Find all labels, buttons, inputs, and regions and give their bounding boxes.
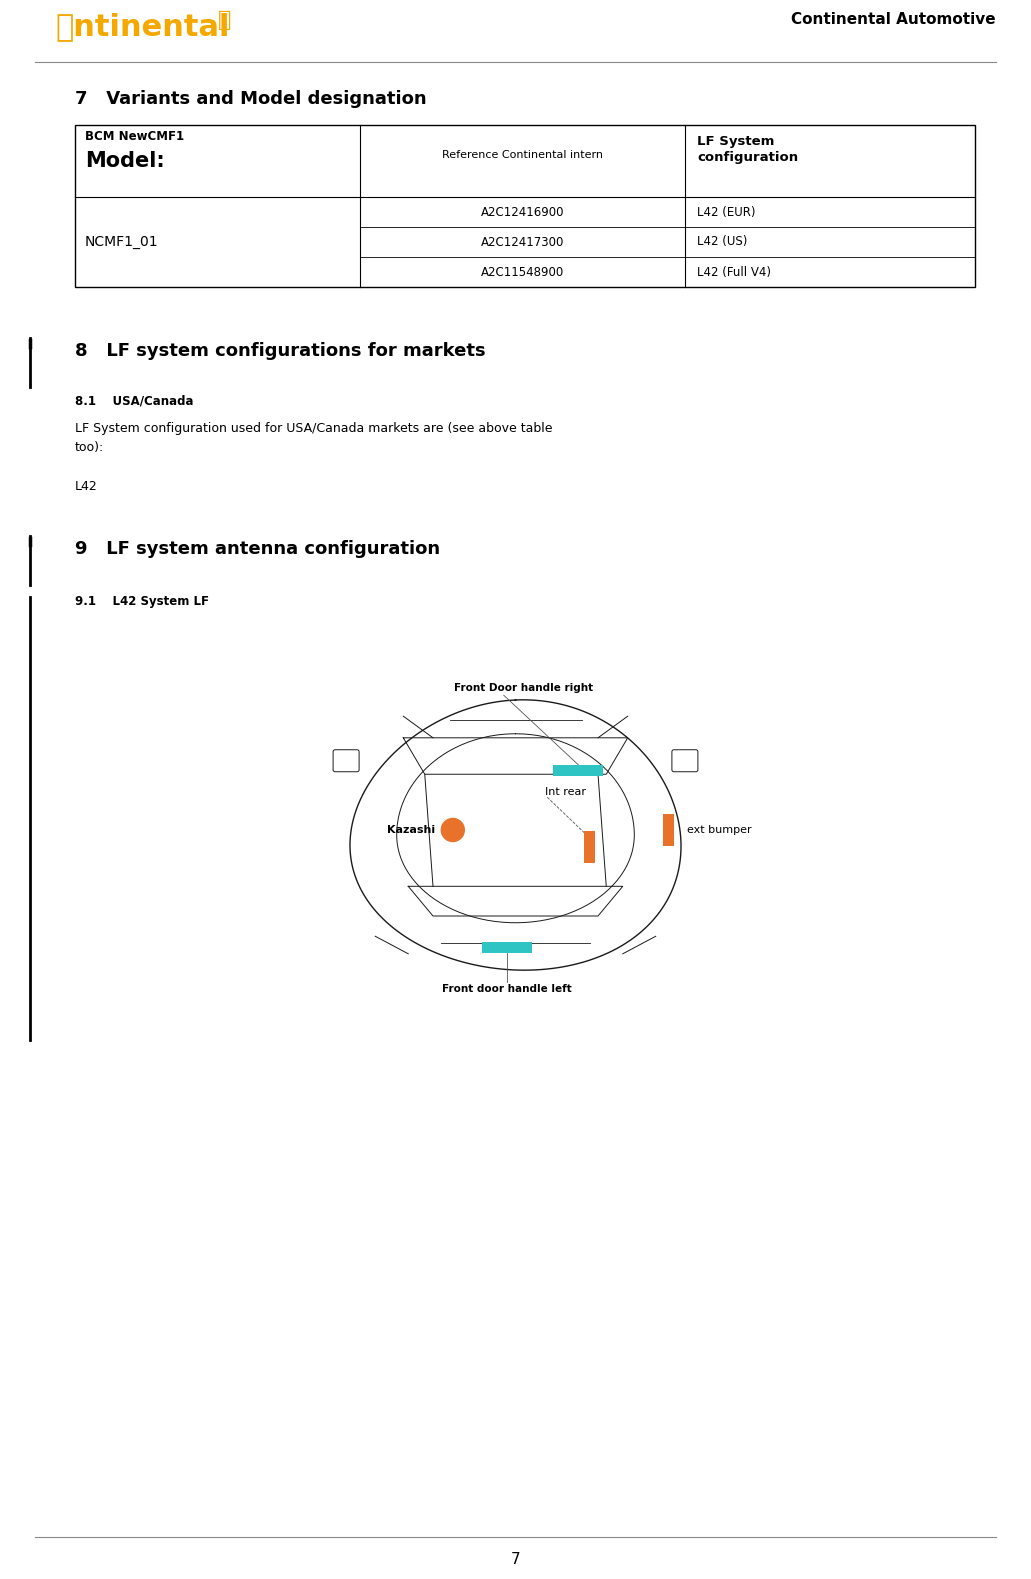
Text: Kazashi: Kazashi xyxy=(387,824,435,835)
Text: L42: L42 xyxy=(75,480,98,493)
Text: A2C11548900: A2C11548900 xyxy=(480,265,564,278)
Text: ⾏: ⾏ xyxy=(218,9,231,30)
FancyBboxPatch shape xyxy=(672,750,698,772)
Bar xyxy=(664,815,674,846)
Text: LF System
configuration: LF System configuration xyxy=(697,134,798,164)
Text: 8.1    USA/Canada: 8.1 USA/Canada xyxy=(75,395,194,407)
Text: Front Door handle right: Front Door handle right xyxy=(455,684,593,693)
Text: Reference Continental intern: Reference Continental intern xyxy=(442,150,603,159)
Text: 8   LF system configurations for markets: 8 LF system configurations for markets xyxy=(75,343,486,360)
FancyBboxPatch shape xyxy=(333,750,359,772)
Text: 7: 7 xyxy=(510,1552,521,1566)
Text: Int rear: Int rear xyxy=(545,788,587,797)
Circle shape xyxy=(441,818,464,842)
Text: Front door handle left: Front door handle left xyxy=(442,984,572,993)
Text: 7   Variants and Model designation: 7 Variants and Model designation xyxy=(75,90,427,107)
Bar xyxy=(554,764,603,775)
Text: L42 (EUR): L42 (EUR) xyxy=(697,205,756,218)
Bar xyxy=(585,831,595,864)
Text: A2C12416900: A2C12416900 xyxy=(480,205,564,218)
Text: BCM NewCMF1: BCM NewCMF1 xyxy=(85,129,185,144)
Bar xyxy=(483,941,532,952)
Text: A2C12417300: A2C12417300 xyxy=(480,235,564,248)
Text: ⓒntinental: ⓒntinental xyxy=(55,13,230,41)
Text: L42 (Full V4): L42 (Full V4) xyxy=(697,265,771,278)
Text: 9.1    L42 System LF: 9.1 L42 System LF xyxy=(75,595,209,608)
Text: Model:: Model: xyxy=(85,152,165,171)
Bar xyxy=(75,125,975,287)
Text: LF System configuration used for USA/Canada markets are (see above table
too):: LF System configuration used for USA/Can… xyxy=(75,422,553,455)
Text: L42 (US): L42 (US) xyxy=(697,235,747,248)
Text: 9   LF system antenna configuration: 9 LF system antenna configuration xyxy=(75,540,440,557)
Text: Continental Automotive: Continental Automotive xyxy=(792,13,996,27)
Text: ext bumper: ext bumper xyxy=(687,824,752,835)
Text: NCMF1_01: NCMF1_01 xyxy=(85,235,159,249)
